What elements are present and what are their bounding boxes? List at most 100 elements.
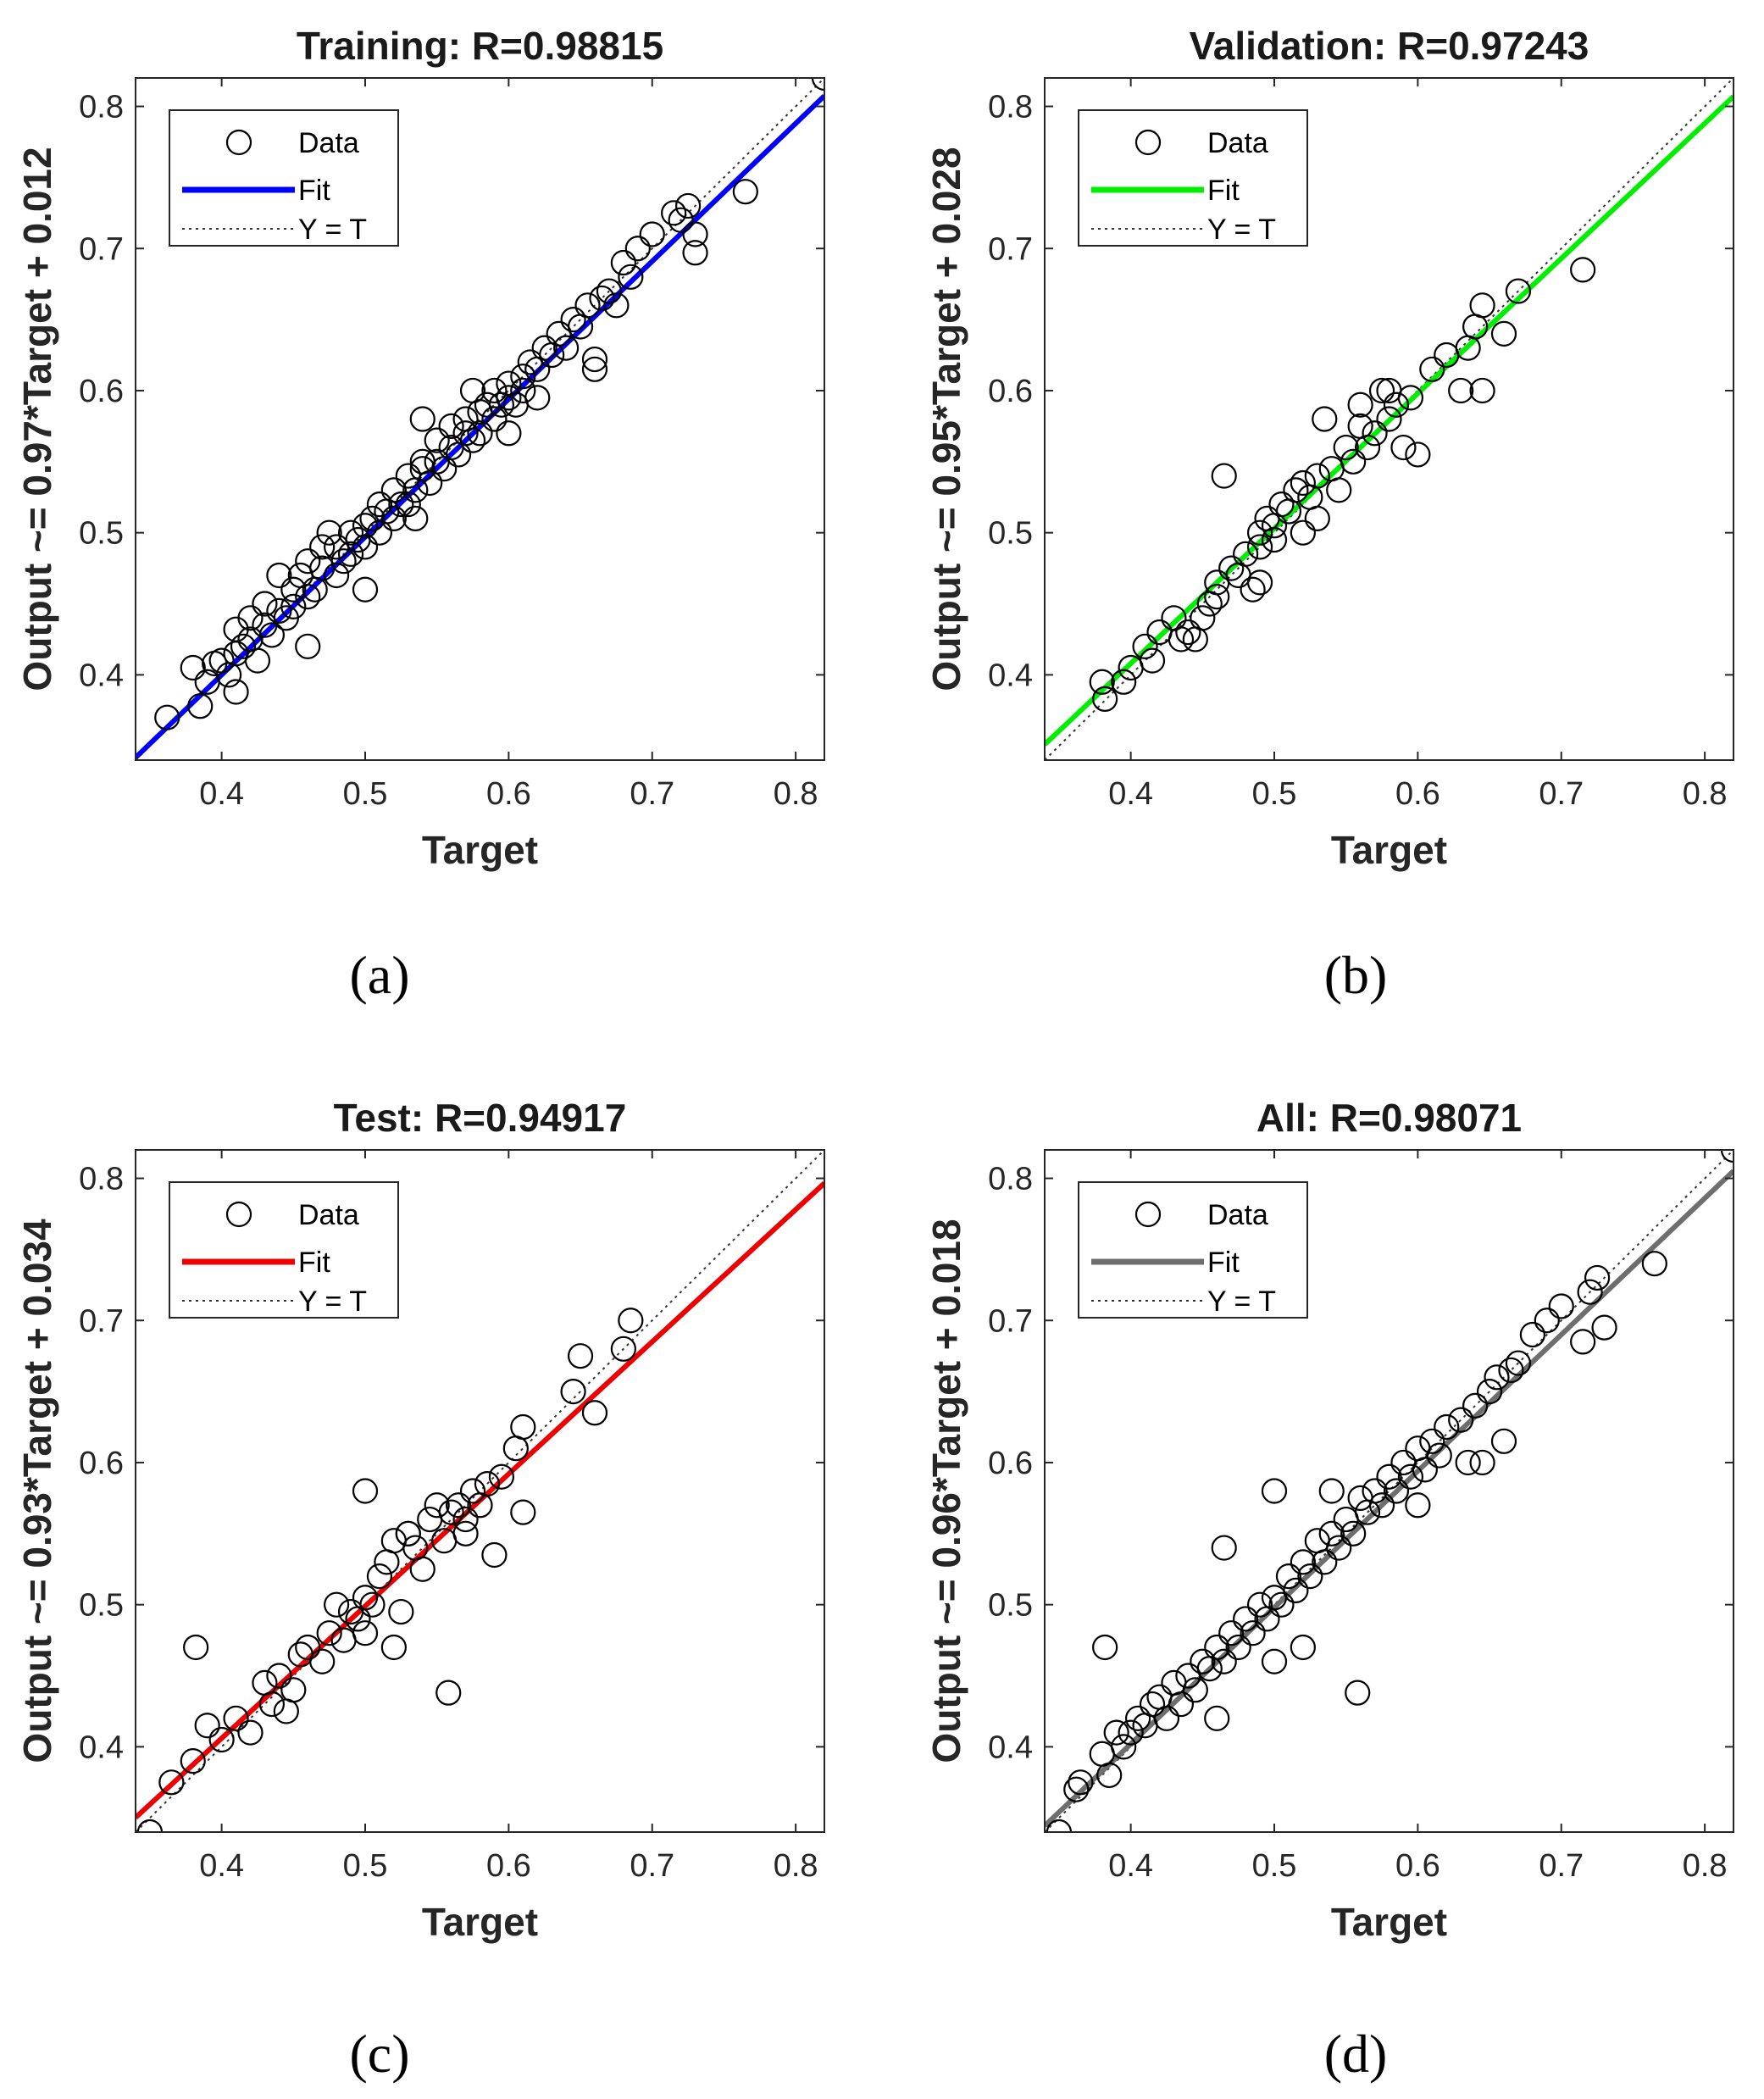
data-point: [1304, 463, 1330, 489]
data-point: [1261, 526, 1288, 553]
data-point: [510, 1413, 536, 1441]
x-tick-label: 0.4: [1108, 1848, 1153, 1884]
panel-caption: (d): [1324, 2024, 1388, 2084]
data-point: [1297, 1563, 1323, 1590]
x-tick-label: 0.4: [199, 1848, 244, 1884]
legend-fit-label: Fit: [1207, 175, 1240, 207]
data-point: [1139, 647, 1166, 674]
data-point: [589, 285, 615, 312]
plot-marks: [136, 1150, 824, 1832]
legend-data-marker: [1134, 129, 1162, 156]
data-point: [158, 1769, 185, 1796]
y-tick-label: 0.8: [79, 1162, 124, 1197]
legend-fit-label: Fit: [298, 1247, 330, 1279]
x-axis-label: Target: [1331, 1900, 1447, 1944]
data-point: [1340, 1520, 1367, 1546]
data-point: [618, 1308, 644, 1334]
identity-line: [136, 1150, 824, 1832]
data-point: [352, 513, 379, 539]
data-point: [1534, 1308, 1560, 1334]
data-point: [1412, 1457, 1438, 1483]
data-point: [510, 377, 536, 404]
chart-panel-3: 0.4 0.5 0.6 0.7 0.8 0.4 0.5 0.6 0.7 0.8 Test: R=0.…: [15, 1096, 825, 2084]
data-point: [223, 1705, 249, 1731]
data-point: [366, 491, 393, 518]
data-point: [1290, 469, 1316, 497]
data-point: [1390, 434, 1417, 461]
data-point: [610, 1335, 636, 1362]
data-point: [438, 413, 464, 439]
data-point: [352, 1478, 379, 1504]
data-point: [1376, 406, 1402, 432]
data-point: [1283, 1577, 1309, 1603]
data-point: [395, 491, 421, 518]
x-axis-label: Target: [422, 1900, 538, 1944]
x-tick-label: 0.4: [1108, 776, 1153, 812]
data-point: [352, 1585, 379, 1611]
data-point: [309, 1648, 336, 1674]
data-point: [1340, 448, 1367, 475]
x-axis-label: Target: [1331, 828, 1447, 872]
x-tick-label: 0.7: [630, 1848, 674, 1884]
x-axis-label: Target: [422, 828, 538, 872]
data-point: [524, 385, 551, 411]
y-axis-label: Output ~= 0.93*Target + 0.034: [15, 1219, 59, 1763]
panel-caption: (b): [1324, 945, 1388, 1005]
data-point: [474, 1471, 501, 1497]
data-point: [1570, 1329, 1596, 1355]
legend: Data Fit Y = T: [1078, 1181, 1308, 1319]
data-point: [1519, 1321, 1545, 1348]
x-tick-label: 0.5: [1252, 776, 1297, 812]
data-point: [1362, 420, 1388, 447]
data-point: [1354, 434, 1381, 461]
data-point: [1092, 686, 1118, 712]
data-point: [1190, 605, 1216, 631]
data-point: [280, 593, 307, 619]
data-point: [668, 207, 694, 233]
data-point: [1111, 1734, 1137, 1760]
data-point: [674, 192, 702, 219]
x-tick-label: 0.8: [774, 776, 818, 812]
data-point: [1419, 1428, 1445, 1454]
y-tick-label: 0.4: [79, 1730, 124, 1765]
legend-box: [169, 1181, 399, 1319]
data-point: [1490, 1428, 1517, 1454]
data-point: [1175, 619, 1201, 646]
legend-box: [169, 109, 399, 247]
data-point: [1261, 1478, 1288, 1504]
data-point: [1132, 633, 1158, 659]
y-tick-label: 0.8: [988, 90, 1033, 125]
plot-marks: [1045, 1150, 1733, 1832]
data-point: [481, 1541, 508, 1569]
data-point: [309, 534, 336, 560]
identity-line: [1045, 78, 1733, 760]
legend-identity-label: Y = T: [298, 1285, 367, 1318]
data-point: [187, 693, 214, 719]
data-point: [316, 519, 342, 546]
data-point: [1448, 1407, 1474, 1433]
data-point: [1275, 1563, 1302, 1590]
data-point: [1368, 1492, 1395, 1519]
data-point: [639, 221, 665, 247]
x-tick-label: 0.5: [343, 776, 388, 812]
data-point: [1312, 1549, 1338, 1575]
data-point: [1591, 1314, 1617, 1341]
data-point: [244, 647, 271, 674]
legend-data-label: Data: [1207, 127, 1268, 159]
data-point: [510, 364, 536, 390]
plot-marks: [1045, 78, 1733, 760]
data-point: [610, 249, 636, 276]
data-point: [1092, 1634, 1118, 1661]
legend-fit-label: Fit: [1207, 1247, 1240, 1279]
data-point: [380, 1634, 407, 1661]
data-point: [1326, 477, 1352, 503]
y-tick-label: 0.4: [988, 1730, 1033, 1765]
data-point: [618, 264, 644, 290]
data-point: [574, 292, 601, 319]
data-point: [1383, 391, 1410, 418]
chart-panel-4: 0.4 0.5 0.6 0.7 0.8 0.4 0.5 0.6 0.7 0.8 All: R=0.9…: [924, 1096, 1734, 2084]
data-point: [359, 1591, 386, 1618]
data-point: [596, 278, 623, 304]
data-point: [1397, 1463, 1424, 1490]
data-point: [258, 1691, 286, 1718]
